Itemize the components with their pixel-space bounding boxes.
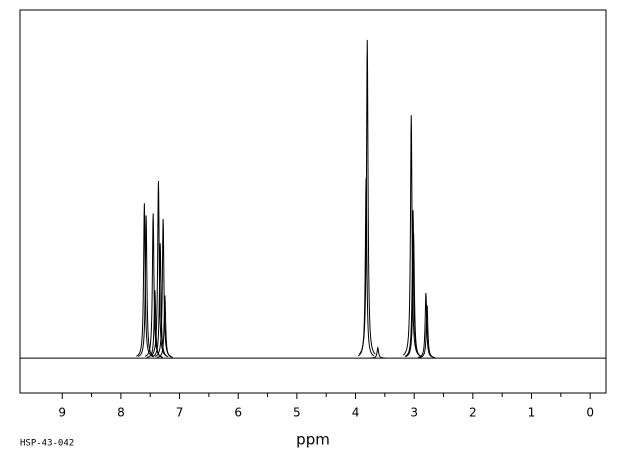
plot-frame <box>19 9 607 394</box>
peak <box>419 305 436 359</box>
x-axis-title: ppm <box>296 431 330 449</box>
peak <box>369 346 386 359</box>
x-tick-label: 2 <box>469 406 477 420</box>
peak <box>152 243 169 358</box>
x-tick-label: 9 <box>58 406 66 420</box>
peak <box>156 295 173 358</box>
peak <box>402 115 420 356</box>
x-tick-label: 6 <box>234 406 242 420</box>
x-tick-label: 5 <box>293 406 301 420</box>
peak <box>405 233 422 358</box>
x-tick-label: 3 <box>410 406 418 420</box>
peak <box>150 180 167 357</box>
peak <box>358 39 376 355</box>
sample-code: HSP-43-042 <box>20 439 74 449</box>
x-tick-label: 4 <box>352 406 360 420</box>
x-tick-label: 7 <box>176 406 184 420</box>
x-tick-label: 8 <box>117 406 125 420</box>
x-tick-label: 0 <box>586 406 594 420</box>
peak <box>136 203 153 357</box>
x-tick-label: 1 <box>528 406 536 420</box>
